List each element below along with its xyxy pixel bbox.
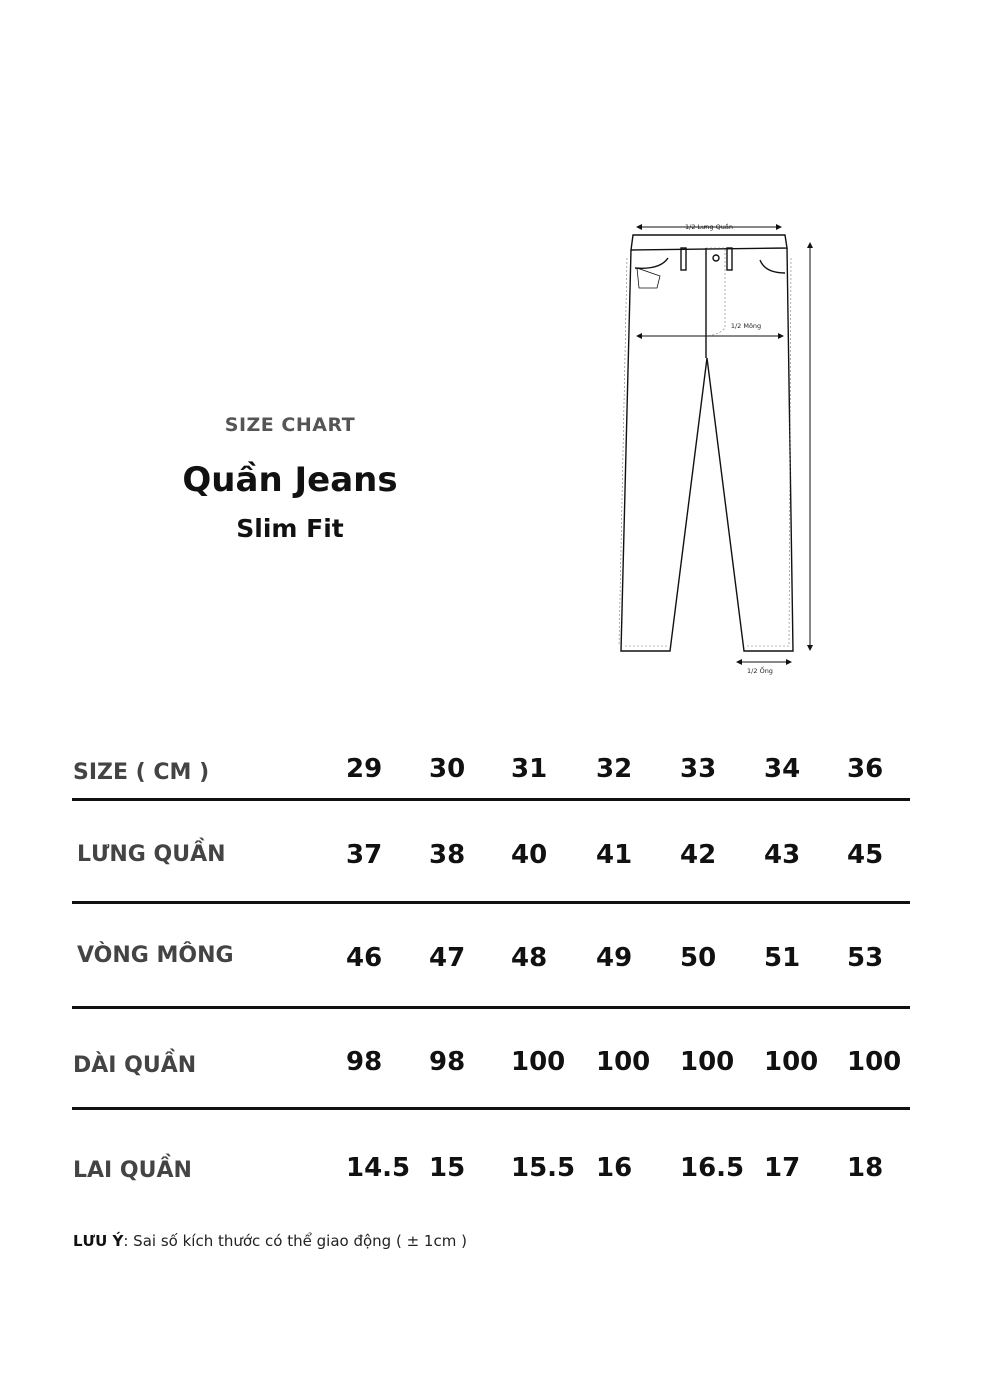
- table-cell: 46: [346, 943, 383, 973]
- table-cell: 48: [511, 943, 548, 973]
- row-label: LAI QUẦN: [73, 1158, 192, 1183]
- size-chart-kicker: SIZE CHART: [224, 414, 356, 436]
- size-column-header: 31: [511, 754, 548, 784]
- row-divider: [72, 1107, 910, 1110]
- note-text: : Sai số kích thước có thể giao động ( ±…: [123, 1232, 467, 1250]
- note-label: LƯU Ý: [73, 1232, 124, 1250]
- table-cell: 47: [429, 943, 466, 973]
- table-cell: 37: [346, 840, 383, 870]
- size-column-header: 36: [847, 754, 884, 784]
- product-title: Quần Jeans: [182, 460, 398, 500]
- fit-subtitle: Slim Fit: [236, 514, 344, 543]
- row-label: VÒNG MÔNG: [77, 943, 234, 968]
- note: LƯU Ý: Sai số kích thước có thể giao độn…: [73, 1232, 467, 1250]
- row-label: LƯNG QUẦN: [77, 842, 226, 867]
- table-cell: 100: [680, 1047, 735, 1077]
- table-cell: 100: [511, 1047, 566, 1077]
- hem-measure-label: 1/2 Ống: [747, 665, 773, 675]
- table-cell: 18: [847, 1153, 884, 1183]
- table-cell: 98: [429, 1047, 466, 1077]
- table-cell: 100: [764, 1047, 819, 1077]
- hip-measure-label: 1/2 Mông: [731, 322, 761, 330]
- table-cell: 45: [847, 840, 884, 870]
- row-label: DÀI QUẦN: [73, 1053, 197, 1078]
- table-cell: 43: [764, 840, 801, 870]
- table-cell: 51: [764, 943, 801, 973]
- table-cell: 49: [596, 943, 633, 973]
- size-column-header: 29: [346, 754, 383, 784]
- size-column-header: 33: [680, 754, 717, 784]
- size-column-header: 32: [596, 754, 633, 784]
- table-cell: 16.5: [680, 1153, 745, 1183]
- table-cell: 14.5: [346, 1153, 411, 1183]
- table-cell: 100: [847, 1047, 902, 1077]
- table-cell: 15.5: [511, 1153, 576, 1183]
- table-cell: 16: [596, 1153, 633, 1183]
- table-cell: 100: [596, 1047, 651, 1077]
- table-cell: 17: [764, 1153, 801, 1183]
- table-cell: 42: [680, 840, 717, 870]
- size-column-header: 34: [764, 754, 801, 784]
- table-cell: 50: [680, 943, 717, 973]
- table-cell: 38: [429, 840, 466, 870]
- waist-measure-label: 1/2 Lưng Quần: [685, 223, 733, 231]
- size-column-header: 30: [429, 754, 466, 784]
- table-cell: 15: [429, 1153, 466, 1183]
- table-cell: 53: [847, 943, 884, 973]
- table-cell: 40: [511, 840, 548, 870]
- table-cell: 98: [346, 1047, 383, 1077]
- row-divider: [72, 1006, 910, 1009]
- jeans-diagram: 1/2 Lưng Quần 1/2 Mông 1/2 Ống: [618, 223, 813, 675]
- row-divider: [72, 901, 910, 904]
- size-header-label: SIZE ( CM ): [73, 760, 210, 785]
- row-divider: [72, 798, 910, 801]
- table-cell: 41: [596, 840, 633, 870]
